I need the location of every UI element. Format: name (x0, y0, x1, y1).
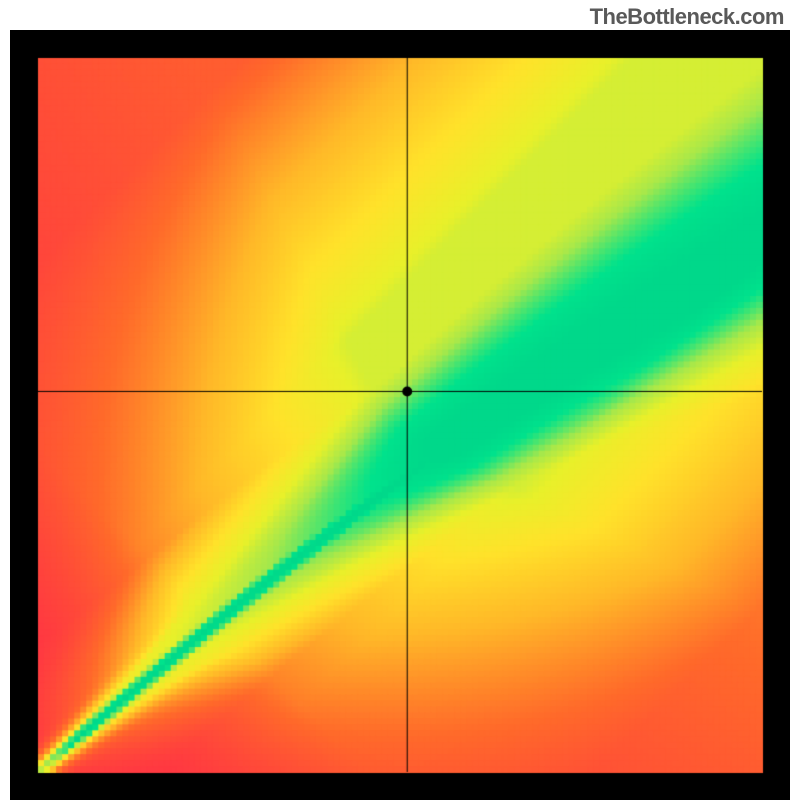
heatmap-canvas (10, 30, 790, 800)
heatmap-container (10, 30, 790, 800)
attribution-text: TheBottleneck.com (590, 4, 784, 30)
